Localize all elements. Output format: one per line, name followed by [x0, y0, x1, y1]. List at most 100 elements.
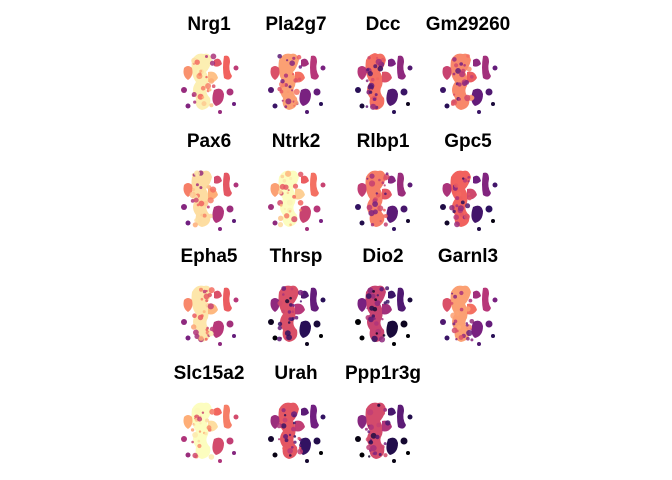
expression-spot	[202, 310, 206, 314]
facet-title: Urah	[274, 363, 318, 384]
facet-panel: Dio2	[338, 246, 428, 356]
facet-panel: Nrg1	[164, 14, 254, 124]
tissue-heatmap	[181, 170, 239, 231]
expression-spot	[466, 54, 470, 58]
expression-spot	[466, 329, 473, 337]
expression-spot	[192, 188, 195, 192]
tissue-region	[268, 319, 274, 325]
expression-spot	[200, 213, 203, 217]
tissue-region	[400, 437, 408, 445]
expression-spot	[205, 328, 209, 331]
expression-spot	[379, 220, 382, 223]
expression-spot	[372, 209, 378, 215]
expression-spot	[375, 434, 380, 440]
tissue-region	[392, 342, 396, 346]
tissue-region	[226, 88, 234, 96]
expression-spot	[283, 73, 289, 78]
expression-spot	[287, 189, 290, 192]
expression-spot	[467, 196, 472, 201]
tissue-region	[320, 182, 326, 188]
tissue-region	[382, 71, 392, 83]
expression-spot	[283, 434, 289, 439]
expression-spot	[459, 307, 464, 312]
tissue-region	[232, 102, 236, 106]
expression-spot	[190, 199, 195, 203]
expression-spot	[376, 422, 381, 428]
expression-spot	[457, 82, 462, 87]
tissue-region	[365, 402, 386, 459]
tissue-region	[407, 297, 413, 303]
tissue-region	[400, 205, 408, 213]
tissue-region	[223, 287, 232, 312]
tissue-heatmap	[440, 53, 498, 114]
expression-spot	[284, 330, 291, 337]
tissue-region	[492, 297, 498, 303]
tissue-region	[444, 335, 450, 341]
expression-spot	[284, 105, 288, 109]
expression-spot	[382, 412, 385, 415]
facet-panel: Gpc5	[423, 131, 513, 241]
expression-spot	[292, 194, 296, 199]
tissue-region	[270, 298, 280, 312]
expression-spot	[198, 72, 202, 76]
tissue-region	[382, 188, 392, 200]
expression-spot	[297, 289, 304, 296]
expression-spot	[210, 186, 217, 193]
expression-spot	[367, 71, 373, 77]
expression-spot	[383, 184, 386, 187]
tissue-region	[491, 334, 495, 338]
tissue-region	[320, 297, 326, 303]
expression-spot	[466, 66, 472, 72]
tissue-region	[233, 414, 239, 420]
expression-spot	[370, 103, 377, 110]
tissue-region	[223, 55, 232, 80]
tissue-region	[392, 227, 396, 231]
tissue-region	[181, 87, 187, 93]
expression-spot	[197, 439, 201, 443]
facet-panel: Urah	[251, 363, 341, 473]
expression-spot	[369, 449, 372, 452]
tissue-region	[181, 204, 187, 210]
expression-spot	[469, 319, 475, 324]
expression-spot	[201, 96, 205, 99]
tissue-region	[319, 334, 323, 338]
tissue-region	[232, 334, 236, 338]
expression-spot	[192, 313, 197, 318]
tissue-region	[386, 88, 398, 106]
expression-spot	[203, 200, 209, 207]
expression-spot	[282, 417, 288, 423]
expression-spot	[208, 287, 215, 294]
expression-spot	[199, 287, 203, 292]
expression-spot	[453, 319, 458, 324]
expression-spot	[200, 85, 206, 91]
tissue-region	[473, 175, 481, 184]
facet-panel: Ppp1r3g	[338, 363, 428, 473]
tissue-region	[477, 342, 481, 346]
tissue-region	[473, 58, 481, 67]
expression-spot	[298, 171, 304, 177]
tissue-region	[442, 183, 452, 197]
tissue-region	[313, 205, 321, 213]
expression-spot	[366, 68, 370, 72]
facet-title: Pax6	[186, 131, 232, 152]
expression-spot	[459, 290, 464, 296]
expression-spot	[467, 180, 470, 183]
tissue-region	[295, 303, 305, 315]
tissue-region	[272, 220, 278, 226]
tissue-region	[185, 452, 191, 458]
expression-spot	[281, 408, 286, 413]
tissue-region	[359, 103, 365, 109]
tissue-region	[313, 88, 321, 96]
expression-spot	[383, 175, 388, 181]
expression-spot	[192, 432, 198, 438]
tissue-region	[310, 172, 319, 197]
tissue-region	[218, 227, 222, 231]
expression-spot	[383, 301, 387, 305]
facet-panel: Dcc	[338, 14, 428, 124]
tissue-heatmap	[355, 170, 413, 231]
expression-spot	[293, 100, 299, 105]
facet-title: Slc15a2	[173, 363, 245, 384]
tissue-region	[477, 110, 481, 114]
expression-spot	[371, 335, 378, 343]
tissue-region	[218, 459, 222, 463]
